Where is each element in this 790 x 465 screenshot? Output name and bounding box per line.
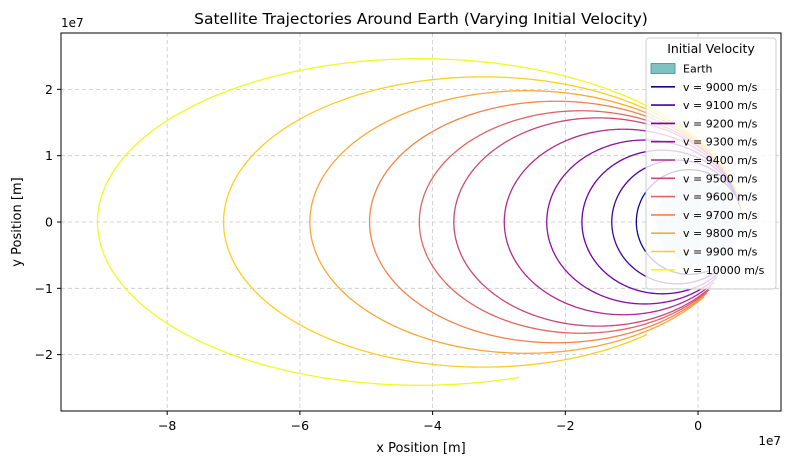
x-tick-label: −8 [158, 418, 176, 433]
x-axis-label: x Position [m] [376, 441, 465, 456]
y-offset-label: 1e7 [61, 16, 84, 30]
legend-label: v = 9600 m/s [683, 191, 758, 204]
x-tick-label: −2 [556, 418, 574, 433]
legend-label: v = 9300 m/s [683, 136, 758, 149]
ticks: −8 −6 −4 −2 0 −2 −1 0 1 2 [35, 82, 703, 433]
x-offset-label: 1e7 [758, 434, 781, 448]
x-tick-label: −6 [291, 418, 309, 433]
chart-title: Satellite Trajectories Around Earth (Var… [194, 10, 648, 28]
legend-earth-label: Earth [683, 63, 713, 76]
y-tick-label: 1 [45, 148, 53, 163]
legend-label: v = 9500 m/s [683, 172, 758, 185]
y-axis-label: y Position [m] [10, 177, 25, 266]
x-tick-label: 0 [694, 418, 702, 433]
legend-label: v = 9800 m/s [683, 227, 758, 240]
legend-label: v = 9700 m/s [683, 209, 758, 222]
legend-earth-swatch [650, 63, 676, 74]
legend-label: v = 10000 m/s [683, 264, 765, 277]
y-tick-label: 0 [45, 215, 53, 230]
y-tick-label: 2 [45, 82, 53, 97]
legend-label: v = 9100 m/s [683, 99, 758, 112]
x-tick-label: −4 [423, 418, 441, 433]
legend-label: v = 9400 m/s [683, 154, 758, 167]
legend-label: v = 9900 m/s [683, 246, 758, 259]
legend: Initial Velocity Earth v = 9000 m/s v = 91… [645, 37, 777, 290]
trajectory-series [222, 76, 744, 368]
legend-label: v = 9000 m/s [683, 81, 758, 94]
trajectory-series [96, 58, 744, 386]
y-tick-label: −2 [35, 347, 53, 362]
y-tick-label: −1 [35, 281, 53, 296]
legend-items: Earth v = 9000 m/s v = 9100 m/s v = 9200 m/… [650, 63, 765, 277]
legend-box [645, 37, 777, 290]
legend-title: Initial Velocity [667, 41, 755, 56]
legend-label: v = 9200 m/s [683, 117, 758, 130]
grid [61, 33, 781, 411]
